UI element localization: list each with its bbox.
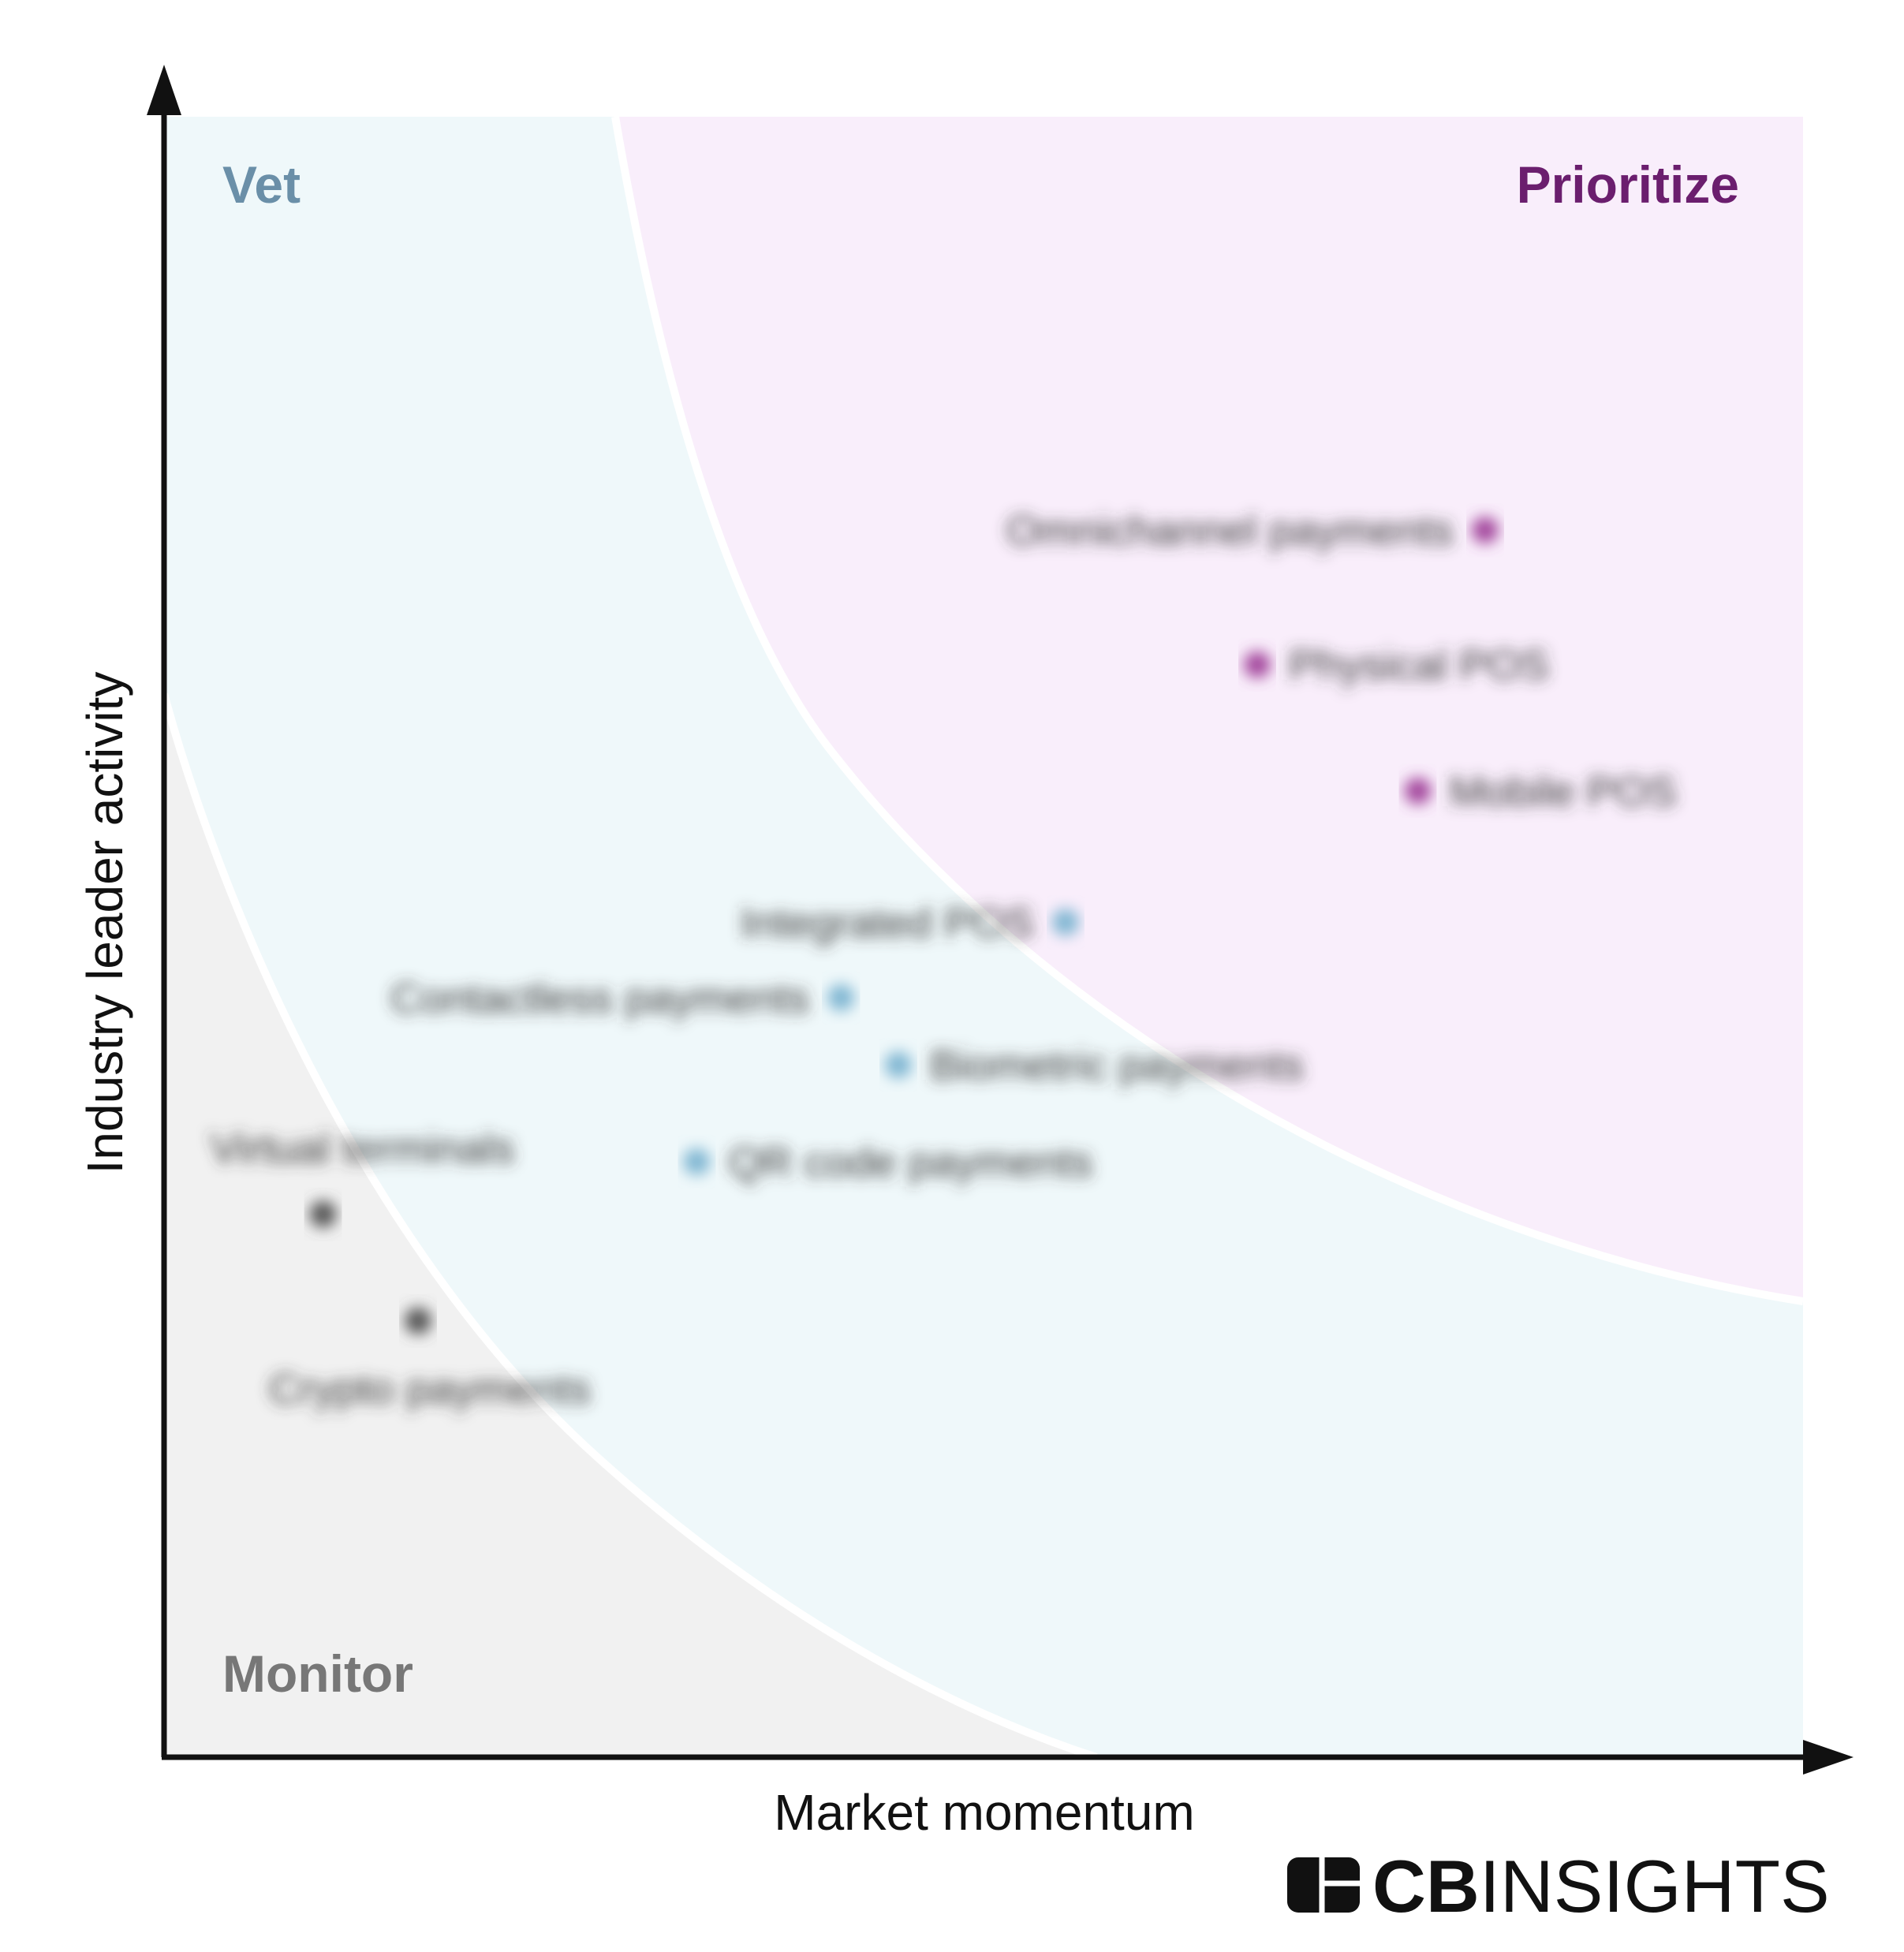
point-qr-code-payments (683, 1148, 711, 1175)
data-points: Omnichannel payments Physical POS Mobile P… (210, 507, 1676, 1413)
point-omnichannel-payments (1471, 517, 1499, 544)
logo-text-light: INSIGHTS (1480, 1845, 1830, 1928)
cb-insights-logo: CBINSIGHTS (1287, 1845, 1830, 1928)
point-physical-pos (1244, 651, 1271, 678)
zone-label-vet: Vet (222, 155, 301, 214)
point-mobile-pos (1404, 777, 1432, 804)
point-label-qr-code-payments: QR code payments (728, 1139, 1092, 1186)
point-virtual-terminals (309, 1200, 337, 1228)
logo-wordmark: CBINSIGHTS (1372, 1845, 1830, 1928)
point-label-crypto-payments: Crypto payments (269, 1366, 591, 1413)
point-label-mobile-pos: Mobile POS (1450, 768, 1677, 816)
point-label-omnichannel-payments: Omnichannel payments (1006, 507, 1454, 554)
point-biometric-payments (884, 1051, 912, 1079)
point-crypto-payments (405, 1307, 432, 1334)
cb-insights-mark-icon (1287, 1857, 1360, 1913)
point-label-biometric-payments: Biometric payments (930, 1042, 1304, 1089)
point-contactless-payments (827, 983, 855, 1011)
zone-label-monitor: Monitor (222, 1644, 413, 1703)
point-label-virtual-terminals: Virtual terminals (210, 1125, 514, 1173)
point-label-integrated-pos: Integrated POS (741, 899, 1034, 946)
monitor-zone-background (164, 694, 1096, 1757)
y-axis-arrow (147, 65, 181, 115)
x-axis-title: Market momentum (774, 1784, 1194, 1841)
y-axis-title: Industry leader activity (77, 672, 133, 1174)
zone-label-prioritize: Prioritize (1517, 155, 1739, 214)
x-axis-arrow (1803, 1740, 1854, 1775)
logo-text-bold: CB (1372, 1845, 1480, 1928)
point-label-physical-pos: Physical POS (1289, 642, 1549, 689)
point-label-contactless-payments: Contactless payments (390, 975, 809, 1022)
monitor-boundary (160, 692, 1098, 1761)
prioritize-boundary (611, 116, 1804, 1305)
point-integrated-pos (1051, 909, 1079, 936)
prioritize-zone-background (615, 117, 1803, 1301)
